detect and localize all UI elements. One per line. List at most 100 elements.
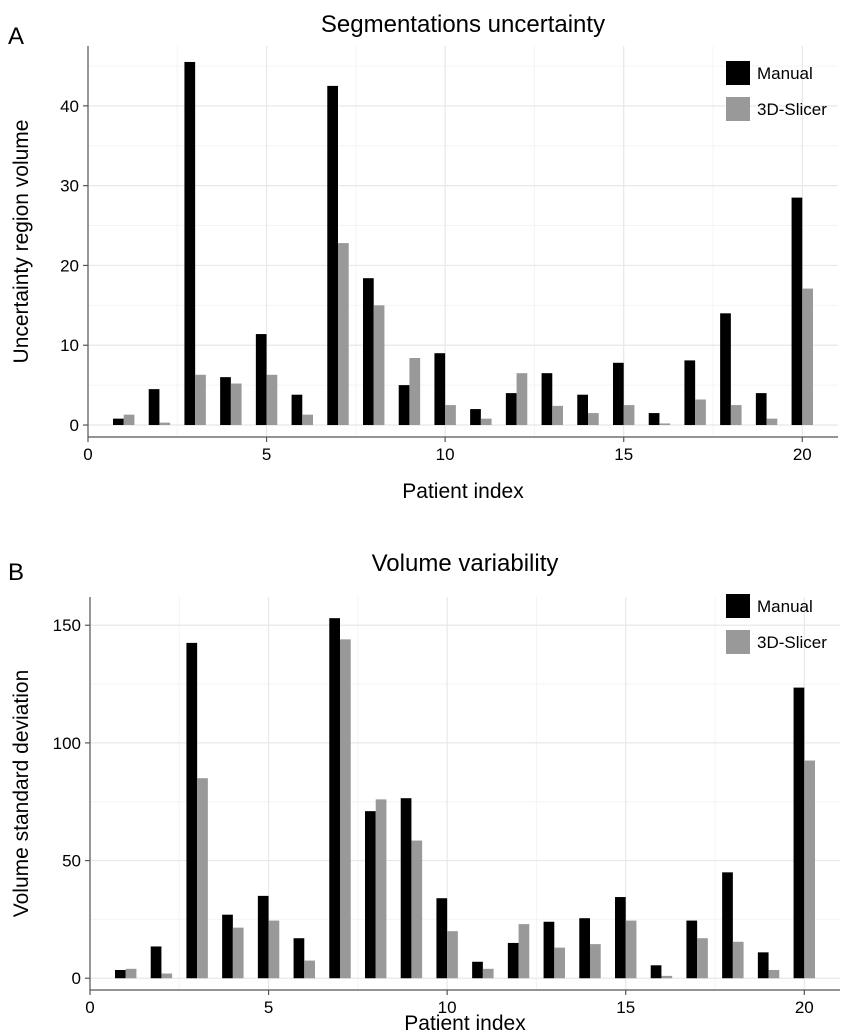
y-tick-label: 40 <box>60 97 79 116</box>
bar-3d-slicer-14 <box>588 413 599 426</box>
bar-manual-7 <box>329 618 340 979</box>
bar-3d-slicer-15 <box>623 405 635 426</box>
bar-3d-slicer-18 <box>732 941 744 979</box>
legend-label: 3D-Slicer <box>757 100 827 119</box>
bar-manual-13 <box>543 921 555 979</box>
bar-3d-slicer-1 <box>123 414 135 426</box>
bar-manual-4 <box>220 377 231 426</box>
chart-panel-2: B Volume variability 0 50 100 150 0 5 10 15 20 Pati… <box>8 550 840 1034</box>
bar-3d-slicer-17 <box>695 399 706 426</box>
chart-panel-1: A Segmentations uncertainty 0 10 20 30 40 0 5 10 1… <box>8 11 838 503</box>
bar-manual-11 <box>470 409 481 426</box>
chart-title: Volume variability <box>372 550 559 577</box>
bar-3d-slicer-19 <box>768 969 780 979</box>
bar-3d-slicer-3 <box>197 778 208 979</box>
bar-3d-slicer-7 <box>338 243 349 426</box>
bar-manual-16 <box>648 413 660 426</box>
bar-3d-slicer-18 <box>730 405 742 426</box>
bar-manual-17 <box>684 360 696 426</box>
legend-swatch-manual <box>726 594 750 618</box>
bar-3d-slicer-11 <box>480 418 492 426</box>
bar-manual-16 <box>650 965 662 979</box>
x-tick-label: 20 <box>795 998 814 1017</box>
bar-manual-13 <box>541 373 553 426</box>
bar-manual-14 <box>579 918 590 979</box>
bar-3d-slicer-5 <box>266 374 278 426</box>
y-tick-label: 20 <box>60 256 79 275</box>
y-tick-label: 0 <box>72 969 81 988</box>
bar-manual-5 <box>255 334 267 426</box>
bar-manual-20 <box>793 687 805 979</box>
x-tick-label: 10 <box>438 998 457 1017</box>
bar-3d-slicer-16 <box>661 975 673 979</box>
legend-label: Manual <box>757 64 813 83</box>
bar-3d-slicer-3 <box>195 374 206 426</box>
bar-manual-17 <box>686 920 698 979</box>
bar-3d-slicer-1 <box>125 968 137 979</box>
legend-swatch-manual <box>726 61 750 85</box>
y-tick-label: 0 <box>70 416 79 435</box>
y-tick-label: 150 <box>53 616 81 635</box>
x-tick-label: 0 <box>85 998 94 1017</box>
bar-manual-6 <box>291 394 303 426</box>
bar-manual-19 <box>755 393 767 426</box>
bar-manual-7 <box>327 85 338 426</box>
bar-3d-slicer-8 <box>373 305 385 426</box>
y-axis-label: Uncertainty region volume <box>10 120 33 364</box>
x-tick-label: 0 <box>83 445 92 464</box>
bar-3d-slicer-7 <box>340 639 351 979</box>
bar-3d-slicer-9 <box>411 840 423 979</box>
bar-3d-slicer-4 <box>232 927 244 979</box>
y-axis-label: Volume standard deviation <box>10 670 33 918</box>
bar-3d-slicer-4 <box>230 383 242 426</box>
bar-manual-15 <box>615 897 626 979</box>
bar-3d-slicer-2 <box>159 422 171 426</box>
x-tick-label: 15 <box>616 998 635 1017</box>
chart-title: Segmentations uncertainty <box>321 11 605 38</box>
bar-3d-slicer-2 <box>161 973 173 979</box>
bar-manual-1 <box>115 969 126 979</box>
bar-3d-slicer-10 <box>445 405 456 426</box>
bar-manual-6 <box>293 938 305 979</box>
bar-manual-10 <box>434 353 446 426</box>
bar-3d-slicer-11 <box>482 968 494 979</box>
bar-3d-slicer-5 <box>268 920 280 979</box>
legend-swatch-3d-slicer <box>726 97 750 121</box>
bar-3d-slicer-15 <box>625 920 637 979</box>
x-tick-label: 5 <box>264 998 273 1017</box>
bar-manual-10 <box>436 898 448 979</box>
legend-label: 3D-Slicer <box>757 633 827 652</box>
bar-manual-11 <box>472 961 483 979</box>
bar-3d-slicer-19 <box>766 418 778 426</box>
bar-3d-slicer-9 <box>409 358 421 426</box>
bar-manual-20 <box>791 197 803 426</box>
bar-3d-slicer-14 <box>590 944 601 979</box>
y-tick-label: 50 <box>62 852 81 871</box>
bar-3d-slicer-20 <box>802 288 813 426</box>
x-tick-label: 5 <box>262 445 271 464</box>
x-axis-label: Patient index <box>404 1012 526 1034</box>
legend-swatch-3d-slicer <box>726 630 750 654</box>
panel-letter: A <box>8 23 24 50</box>
bar-manual-1 <box>113 418 124 426</box>
bar-manual-19 <box>757 952 769 979</box>
bar-manual-5 <box>257 895 269 979</box>
y-tick-label: 30 <box>60 177 79 196</box>
bar-manual-18 <box>722 872 733 979</box>
bar-3d-slicer-13 <box>552 405 563 426</box>
bar-manual-8 <box>363 278 374 426</box>
bar-manual-3 <box>184 61 196 426</box>
bar-manual-18 <box>720 313 731 426</box>
bar-3d-slicer-12 <box>516 373 528 426</box>
bar-3d-slicer-17 <box>697 938 708 979</box>
bar-manual-15 <box>613 362 624 426</box>
bar-3d-slicer-12 <box>518 924 530 979</box>
bar-3d-slicer-6 <box>302 414 313 426</box>
panel-letter: B <box>8 559 24 586</box>
bar-manual-9 <box>398 385 410 426</box>
legend-label: Manual <box>757 597 813 616</box>
bar-manual-9 <box>400 798 412 979</box>
bar-manual-12 <box>507 942 519 979</box>
y-tick-label: 10 <box>60 336 79 355</box>
bar-3d-slicer-13 <box>554 947 565 979</box>
